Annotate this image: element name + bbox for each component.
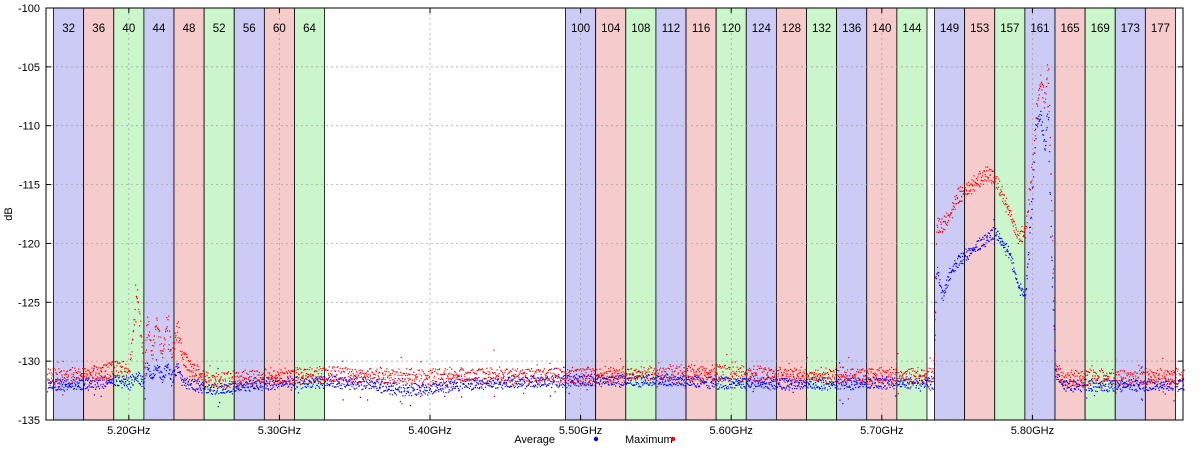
channel-label-108: 108 (631, 23, 650, 35)
y-axis-label: dB (3, 207, 15, 220)
channel-band-136 (836, 7, 868, 421)
y-tick-label: -120 (18, 238, 40, 250)
channel-band-52 (203, 7, 235, 421)
x-tick-label: 5.80GHz (1011, 425, 1054, 437)
grid-lines (46, 8, 1183, 420)
channel-band-165 (1054, 7, 1086, 421)
channel-band-48 (173, 7, 205, 421)
channel-label-144: 144 (902, 23, 922, 35)
channel-label-116: 116 (692, 23, 710, 35)
y-tick-label: -130 (18, 356, 40, 368)
legend-label-average: Average (514, 434, 555, 446)
channel-bands (53, 7, 1176, 421)
channel-label-140: 140 (872, 23, 891, 35)
channel-label-124: 124 (752, 23, 772, 35)
y-tick-label: -110 (19, 121, 40, 133)
channel-band-128 (775, 7, 807, 421)
channel-label-120: 120 (722, 23, 741, 35)
channel-band-124 (745, 7, 777, 421)
channel-label-60: 60 (273, 23, 286, 35)
y-tick-label: -105 (18, 62, 40, 74)
channel-band-169 (1084, 7, 1116, 421)
x-axis-ticks: 5.20GHz 5.30GHz 5.40GHz 5.50GHz 5.60GHz 5.70G… (107, 8, 1054, 437)
x-tick-label: 5.60GHz (710, 425, 753, 437)
y-tick-label: -125 (18, 297, 40, 309)
channel-labels: 32 36 40 44 48 52 56 60 64 100 104 108 112 116 120 124 1… (62, 23, 1170, 35)
x-tick-label: 5.20GHz (107, 425, 150, 437)
channel-label-136: 136 (842, 23, 861, 35)
channel-band-36 (83, 7, 115, 421)
y-tick-label: -100 (18, 3, 40, 15)
channel-label-112: 112 (662, 23, 680, 35)
x-tick-label: 5.30GHz (258, 425, 301, 437)
channel-label-56: 56 (243, 23, 256, 35)
y-axis-ticks: -100 -105 -110 -115 -120 -125 -130 -135 (18, 3, 1183, 427)
channel-band-116 (685, 7, 717, 421)
channel-label-32: 32 (62, 23, 75, 35)
channel-band-56 (233, 7, 265, 421)
channel-label-40: 40 (122, 23, 135, 35)
channel-label-132: 132 (812, 23, 831, 35)
y-tick-label: -115 (19, 180, 40, 192)
legend-marker-maximum (670, 436, 676, 442)
channel-band-144 (896, 7, 928, 421)
channel-band-44 (143, 7, 175, 421)
channel-label-161: 161 (1030, 23, 1049, 35)
channel-band-104 (595, 7, 627, 421)
channel-label-48: 48 (183, 23, 196, 35)
channel-band-32 (53, 7, 85, 421)
channel-band-161 (1024, 7, 1056, 421)
x-tick-label: 5.40GHz (408, 425, 451, 437)
channel-label-128: 128 (782, 23, 801, 35)
channel-label-104: 104 (601, 23, 621, 35)
channel-label-36: 36 (92, 23, 105, 35)
channel-band-132 (806, 7, 838, 421)
channel-label-100: 100 (571, 23, 590, 35)
channel-band-108 (625, 7, 657, 421)
channel-label-52: 52 (213, 23, 226, 35)
legend: Average Maximum (514, 434, 676, 446)
x-tick-label: 5.70GHz (860, 425, 903, 437)
channel-band-173 (1114, 7, 1146, 421)
channel-label-149: 149 (940, 23, 959, 35)
channel-label-177: 177 (1151, 23, 1170, 35)
legend-marker-average (593, 436, 599, 442)
channel-band-149 (934, 7, 966, 421)
channel-label-64: 64 (303, 23, 316, 35)
channel-label-173: 173 (1121, 23, 1140, 35)
channel-label-44: 44 (153, 23, 166, 35)
y-tick-label: -135 (18, 415, 40, 427)
channel-band-177 (1144, 7, 1176, 421)
channel-label-165: 165 (1060, 23, 1079, 35)
channel-band-157 (994, 7, 1026, 421)
channel-label-153: 153 (970, 23, 989, 35)
channel-label-169: 169 (1091, 23, 1110, 35)
legend-label-maximum: Maximum (625, 434, 673, 446)
channel-band-64 (294, 7, 326, 421)
channel-band-112 (655, 7, 687, 421)
channel-band-153 (964, 7, 996, 421)
x-tick-label: 5.50GHz (559, 425, 602, 437)
channel-label-157: 157 (1000, 23, 1019, 35)
plot-frame (45, 7, 1184, 421)
